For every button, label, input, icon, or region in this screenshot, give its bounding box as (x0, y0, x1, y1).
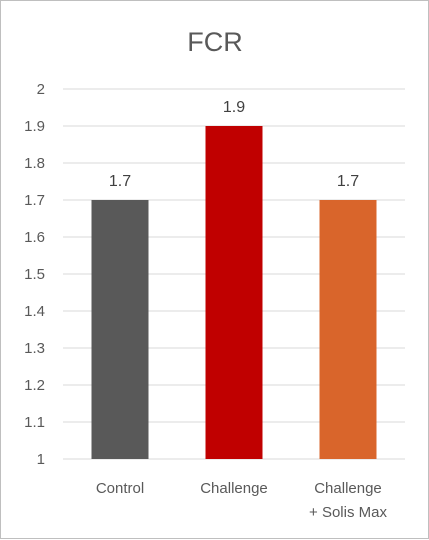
y-tick-label: 1.6 (24, 229, 45, 246)
data-label: 1.7 (337, 173, 359, 190)
bar (205, 126, 263, 459)
y-tick-label: 1.8 (24, 155, 45, 172)
y-tick-label: 1.1 (24, 414, 45, 431)
data-label: 1.7 (109, 173, 131, 190)
data-labels: 1.7 1.9 1.7 (109, 99, 359, 190)
bar (319, 200, 377, 459)
chart-title: FCR (187, 27, 243, 57)
category-label: Challenge (200, 480, 268, 497)
y-tick-label: 1.3 (24, 340, 45, 357)
y-axis-tick-labels: 1 1.1 1.2 1.3 1.4 1.5 1.6 1.7 1.8 1.9 2 (24, 81, 45, 468)
category-label: Control (96, 480, 144, 497)
y-tick-label: 1.4 (24, 303, 45, 320)
y-tick-label: 1.2 (24, 377, 45, 394)
y-tick-label: 1.9 (24, 118, 45, 135)
y-tick-label: 1 (37, 451, 45, 468)
category-labels: Control Challenge Challenge + Solis Max (96, 480, 388, 521)
y-tick-label: 2 (37, 81, 45, 98)
y-tick-label: 1.5 (24, 266, 45, 283)
data-label: 1.9 (223, 99, 245, 116)
category-label: Challenge (314, 480, 382, 497)
bars (91, 126, 377, 459)
category-label: + Solis Max (309, 504, 387, 521)
y-tick-label: 1.7 (24, 192, 45, 209)
bar (91, 200, 149, 459)
